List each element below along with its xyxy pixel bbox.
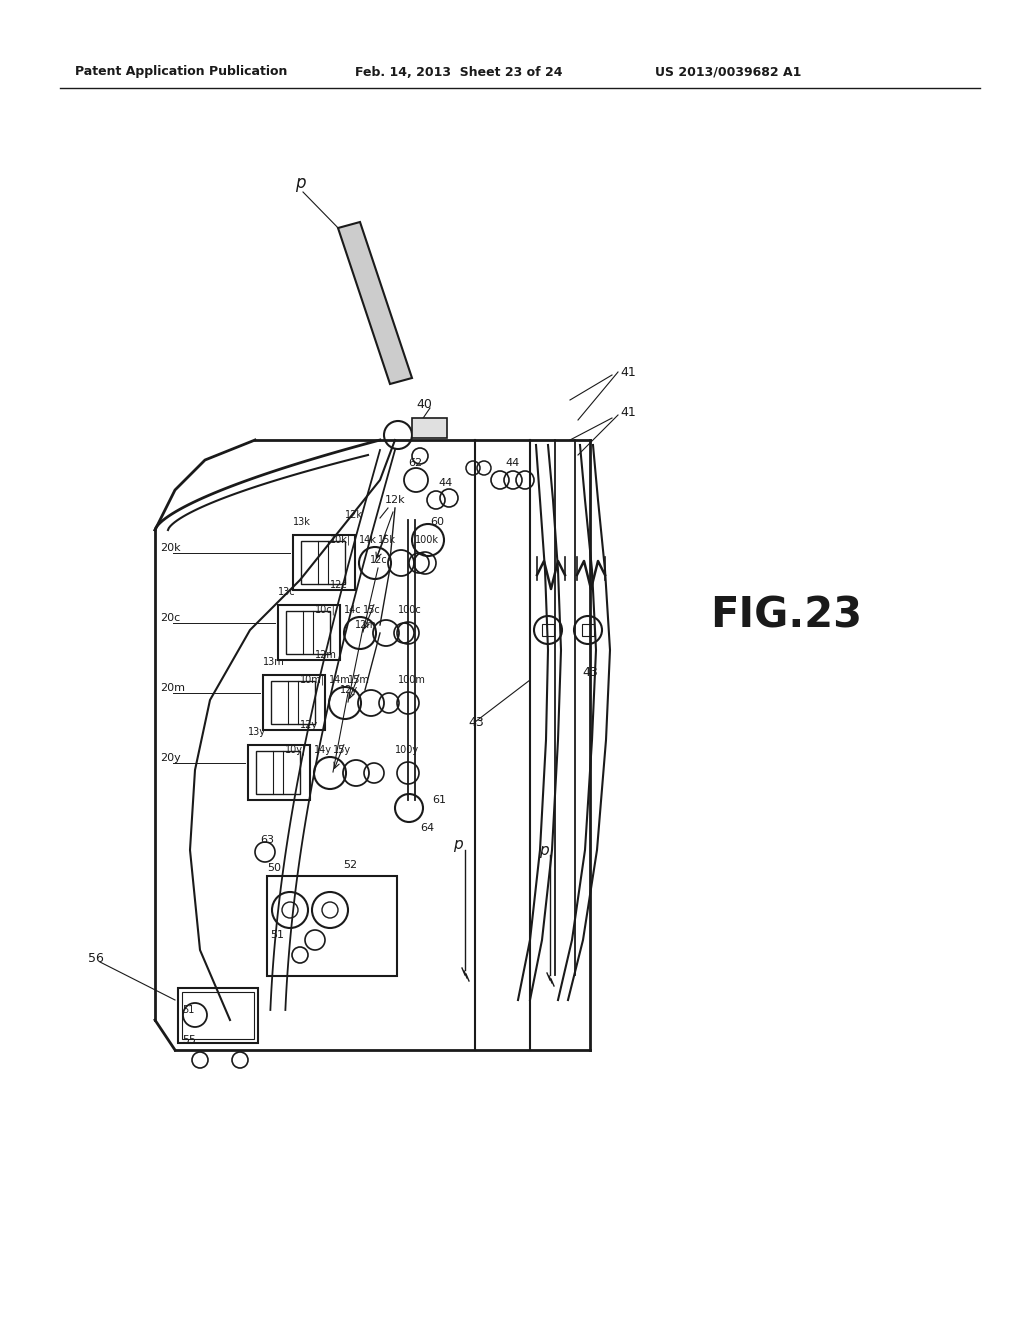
Text: 12k: 12k bbox=[345, 510, 362, 520]
Text: 10y|: 10y| bbox=[285, 744, 306, 755]
Text: 12c: 12c bbox=[370, 554, 388, 565]
Text: 12c: 12c bbox=[330, 579, 348, 590]
Text: p: p bbox=[540, 842, 549, 858]
Text: 13y: 13y bbox=[248, 727, 266, 737]
Bar bbox=[542, 624, 554, 636]
Bar bbox=[263, 675, 325, 730]
Text: 56: 56 bbox=[88, 952, 103, 965]
Text: 13c: 13c bbox=[278, 587, 296, 597]
Text: Feb. 14, 2013  Sheet 23 of 24: Feb. 14, 2013 Sheet 23 of 24 bbox=[355, 66, 562, 78]
Bar bbox=[178, 987, 258, 1043]
Text: Patent Application Publication: Patent Application Publication bbox=[75, 66, 288, 78]
Text: 20k: 20k bbox=[160, 543, 180, 553]
Text: 13m: 13m bbox=[263, 657, 285, 667]
Text: 12m: 12m bbox=[315, 649, 337, 660]
Text: 20c: 20c bbox=[160, 612, 180, 623]
Text: 14k: 14k bbox=[359, 535, 377, 545]
Bar bbox=[293, 535, 355, 590]
Text: 14m: 14m bbox=[329, 675, 351, 685]
Text: 12m: 12m bbox=[355, 620, 377, 630]
Text: 44: 44 bbox=[438, 478, 453, 488]
Text: 15y: 15y bbox=[333, 744, 351, 755]
Bar bbox=[182, 993, 254, 1039]
Bar bbox=[301, 541, 345, 583]
Text: 41: 41 bbox=[620, 405, 636, 418]
Text: 51: 51 bbox=[270, 931, 284, 940]
Text: 62: 62 bbox=[408, 458, 422, 469]
Bar bbox=[271, 681, 315, 723]
Text: 43: 43 bbox=[468, 715, 483, 729]
Text: 10k|: 10k| bbox=[330, 535, 351, 545]
Text: 100c: 100c bbox=[398, 605, 422, 615]
Text: 12k: 12k bbox=[385, 495, 406, 506]
Text: 10m|: 10m| bbox=[300, 675, 325, 685]
Bar bbox=[582, 624, 594, 636]
Bar bbox=[256, 751, 300, 795]
Text: FIG.23: FIG.23 bbox=[710, 594, 862, 636]
Text: 43: 43 bbox=[582, 665, 598, 678]
Text: p: p bbox=[295, 174, 305, 191]
Text: 20m: 20m bbox=[160, 682, 185, 693]
Text: 50: 50 bbox=[267, 863, 281, 873]
Text: 100k: 100k bbox=[415, 535, 439, 545]
Text: 40: 40 bbox=[416, 399, 432, 412]
Text: 14y: 14y bbox=[314, 744, 332, 755]
Text: 15k: 15k bbox=[378, 535, 396, 545]
Text: 15c: 15c bbox=[362, 605, 381, 615]
Text: 63: 63 bbox=[260, 836, 274, 845]
Bar bbox=[248, 744, 310, 800]
Text: 41: 41 bbox=[620, 366, 636, 379]
Text: 13k: 13k bbox=[293, 517, 311, 527]
Text: 15m: 15m bbox=[348, 675, 370, 685]
Text: 44: 44 bbox=[505, 458, 519, 469]
Bar bbox=[412, 418, 447, 438]
Text: 20y: 20y bbox=[160, 752, 181, 763]
Text: 14c: 14c bbox=[344, 605, 361, 615]
Text: 100m: 100m bbox=[398, 675, 426, 685]
Bar bbox=[267, 876, 397, 975]
Text: 52: 52 bbox=[343, 861, 357, 870]
Text: 61: 61 bbox=[432, 795, 446, 805]
Text: 60: 60 bbox=[430, 517, 444, 527]
Text: 51: 51 bbox=[182, 1005, 195, 1015]
Text: 10c|: 10c| bbox=[315, 605, 336, 615]
Text: US 2013/0039682 A1: US 2013/0039682 A1 bbox=[655, 66, 802, 78]
Text: 12y: 12y bbox=[340, 685, 358, 696]
Text: 64: 64 bbox=[420, 822, 434, 833]
Bar bbox=[286, 611, 330, 653]
Polygon shape bbox=[338, 222, 412, 384]
Text: 100y: 100y bbox=[395, 744, 419, 755]
Bar bbox=[278, 605, 340, 660]
Text: p: p bbox=[454, 837, 463, 853]
Text: 55: 55 bbox=[182, 1035, 196, 1045]
Text: 12y: 12y bbox=[300, 719, 318, 730]
